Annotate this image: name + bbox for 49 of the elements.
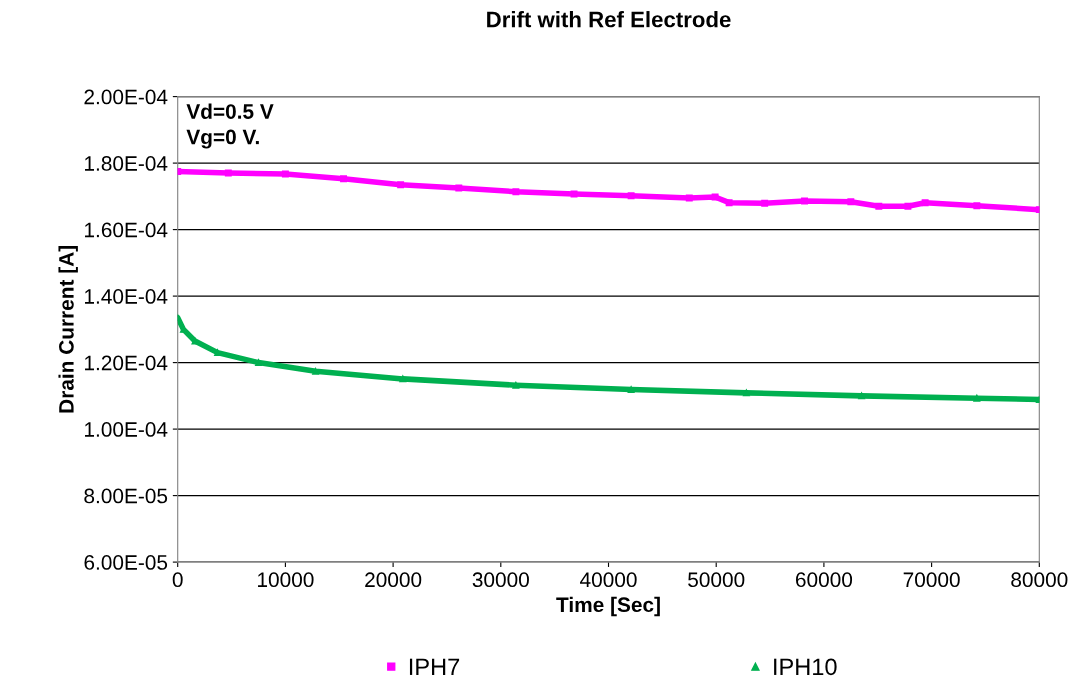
point: [224, 169, 232, 177]
y-tick-label: 1.40E-04: [85, 289, 168, 304]
point: [281, 170, 289, 178]
point: [725, 199, 733, 207]
x-tick-label: 60000: [796, 572, 853, 588]
point: [397, 181, 405, 189]
point: [512, 188, 520, 196]
legend-label: IPH7: [409, 658, 460, 675]
point: [711, 193, 719, 201]
point: [512, 381, 520, 389]
point: [312, 367, 320, 375]
x-tick-label: 30000: [472, 572, 529, 588]
point: [685, 194, 693, 202]
x-tick-label: 70000: [903, 572, 960, 588]
x-tick-label: 40000: [580, 572, 637, 588]
x-tick-label: 80000: [1011, 572, 1068, 588]
y-tick-label: 1.20E-04: [85, 355, 168, 371]
annotation: Vd=0.5 V Vg=0 V.: [186, 103, 274, 149]
point: [801, 197, 808, 205]
point: [921, 199, 929, 207]
point: [627, 386, 635, 394]
point: [742, 389, 750, 397]
y-tick-label: 2.00E-04: [84, 89, 168, 105]
y-tick-label: 8.00E-05: [84, 488, 168, 504]
x-tick-label: 10000: [258, 572, 314, 588]
y-tick-label: 1.60E-04: [85, 222, 168, 238]
point: [875, 202, 883, 210]
x-tick-label: 20000: [365, 572, 422, 588]
point: [973, 202, 981, 210]
y-tick-label: 1.80E-04: [85, 156, 168, 171]
point: [858, 392, 866, 400]
point: [399, 375, 407, 383]
y-axis-title: Drain Current [A]: [58, 246, 78, 413]
legend-label: IPH10: [774, 658, 837, 676]
chart-title: Drift with Ref Electrode: [487, 11, 731, 28]
point: [973, 394, 981, 402]
y-tick-label: 6.00E-05: [84, 555, 168, 570]
point: [627, 192, 635, 200]
x-axis-title: Time [Sec]: [556, 596, 660, 617]
point: [455, 184, 463, 192]
point: [847, 198, 855, 206]
point: [570, 190, 578, 198]
point: [340, 175, 348, 183]
point: [255, 359, 262, 367]
x-tick-label: 50000: [688, 572, 745, 588]
y-tick-label: 1.00E-04: [85, 422, 168, 437]
x-tick-label: 0: [172, 572, 183, 588]
point: [904, 202, 912, 210]
point: [761, 199, 769, 207]
